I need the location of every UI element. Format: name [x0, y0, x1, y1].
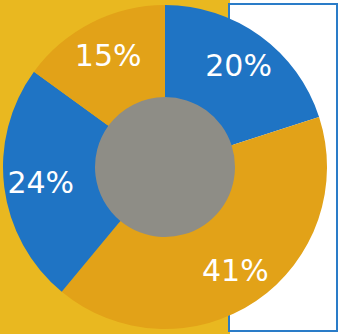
svg-text:41%: 41% — [202, 253, 269, 288]
svg-text:24%: 24% — [7, 165, 74, 200]
svg-text:20%: 20% — [205, 48, 272, 83]
svg-text:15%: 15% — [75, 38, 142, 73]
